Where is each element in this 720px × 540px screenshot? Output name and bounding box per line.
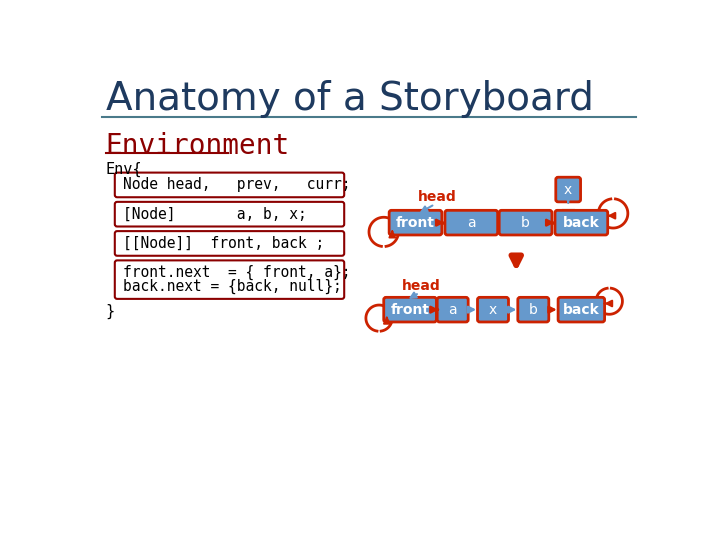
Text: b: b [521,215,530,230]
FancyBboxPatch shape [114,173,344,197]
Text: back.next = {back, null};: back.next = {back, null}; [123,279,342,294]
Text: Node head,   prev,   curr;: Node head, prev, curr; [123,178,351,192]
Text: Anatomy of a Storyboard: Anatomy of a Storyboard [106,80,593,118]
FancyBboxPatch shape [499,211,552,235]
FancyBboxPatch shape [556,177,580,202]
FancyBboxPatch shape [445,211,498,235]
Text: head: head [402,279,441,293]
FancyBboxPatch shape [555,211,608,235]
FancyBboxPatch shape [114,202,344,226]
Text: [[Node]]  front, back ;: [[Node]] front, back ; [123,236,325,251]
FancyBboxPatch shape [477,298,508,322]
FancyBboxPatch shape [558,298,605,322]
FancyBboxPatch shape [114,260,344,299]
Text: back: back [563,215,600,230]
Text: front: front [396,215,435,230]
Text: b: b [529,302,538,316]
FancyBboxPatch shape [518,298,549,322]
FancyBboxPatch shape [384,298,436,322]
Text: front.next  = { front, a};: front.next = { front, a}; [123,264,351,280]
Text: x: x [564,183,572,197]
Text: a: a [449,302,457,316]
Text: a: a [467,215,476,230]
Text: Env{: Env{ [106,162,142,177]
Text: head: head [418,190,456,204]
FancyBboxPatch shape [437,298,468,322]
Text: [Node]       a, b, x;: [Node] a, b, x; [123,207,307,222]
FancyBboxPatch shape [389,211,442,235]
Text: Environment: Environment [106,132,289,160]
Text: back: back [563,302,600,316]
Text: }: } [106,303,114,319]
Text: x: x [489,302,497,316]
Text: front: front [390,302,430,316]
FancyBboxPatch shape [114,231,344,256]
